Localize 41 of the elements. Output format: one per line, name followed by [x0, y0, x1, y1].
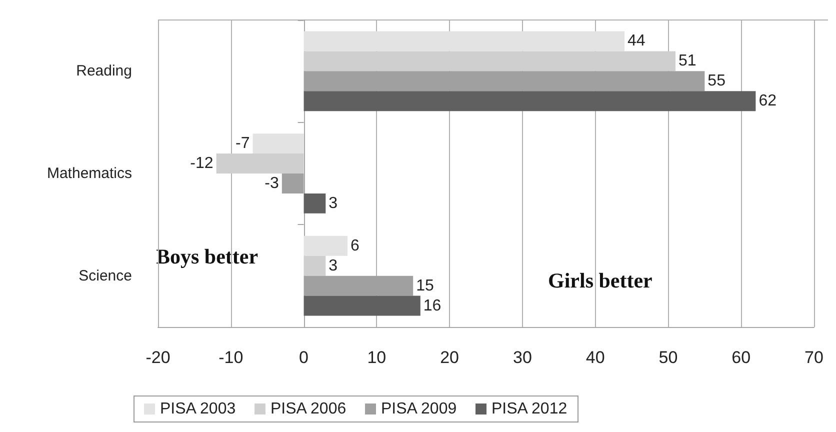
x-tick-label: 50: [658, 348, 678, 367]
data-label: -7: [236, 135, 250, 152]
x-tick-label: 60: [732, 348, 751, 367]
bar: [304, 91, 756, 112]
x-tick-label: 70: [804, 348, 824, 367]
data-label: 15: [416, 277, 434, 294]
bar: [304, 256, 326, 276]
y-tick-label: Reading: [76, 62, 132, 80]
x-tick-label: 40: [586, 348, 605, 367]
data-label: 44: [627, 32, 646, 50]
data-label: 51: [678, 52, 696, 70]
bar: [304, 31, 624, 52]
data-label: 3: [328, 194, 338, 212]
bar: [304, 71, 705, 92]
data-label: -3: [264, 174, 280, 192]
legend-label: PISA 2009: [381, 400, 457, 418]
data-label: 6: [350, 237, 360, 254]
data-label: 3: [328, 257, 338, 274]
data-label: 55: [708, 72, 726, 90]
legend-label: PISA 2012: [492, 400, 568, 418]
bar: [304, 296, 420, 316]
data-label: -12: [190, 155, 214, 172]
bar: [216, 154, 304, 174]
bar: [304, 51, 676, 72]
y-tick-label: Mathematics: [46, 165, 132, 182]
bar: [252, 134, 304, 154]
data-label: 16: [423, 297, 442, 314]
x-tick-label: 10: [367, 348, 386, 367]
annotation: Girls better: [548, 268, 652, 292]
x-tick-label: -10: [218, 348, 244, 367]
x-tick-label: 0: [299, 348, 309, 367]
bar: [304, 236, 348, 256]
x-tick-label: -20: [146, 348, 170, 367]
x-tick-label: 30: [512, 348, 532, 367]
bar: [304, 276, 414, 296]
legend-label: PISA 2003: [160, 400, 236, 418]
y-tick-label: Science: [78, 267, 132, 284]
x-tick-label: 20: [440, 348, 460, 367]
bar: [304, 193, 326, 214]
legend-label: PISA 2006: [270, 400, 346, 418]
data-label: 62: [758, 92, 777, 110]
